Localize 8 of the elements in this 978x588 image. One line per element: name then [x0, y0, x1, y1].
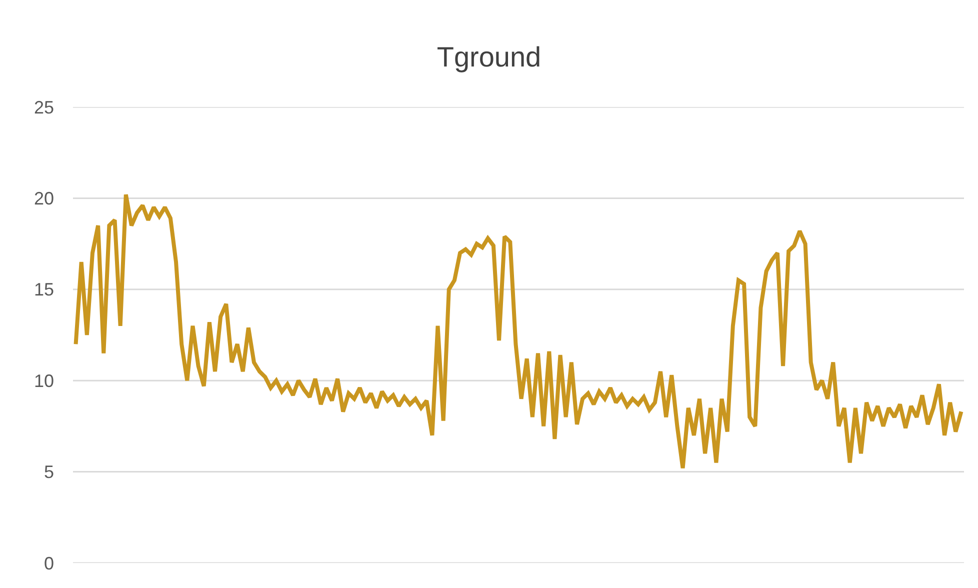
line-series	[74, 192, 964, 470]
y-tick-label: 10	[34, 370, 54, 391]
chart-title: Tground	[436, 42, 542, 73]
y-tick-label: 0	[44, 553, 54, 574]
y-tick-label: 25	[34, 97, 54, 118]
y-tick-label: 20	[34, 188, 54, 208]
y-tick-label: 5	[44, 462, 54, 482]
y-tick-label: 15	[34, 280, 54, 300]
